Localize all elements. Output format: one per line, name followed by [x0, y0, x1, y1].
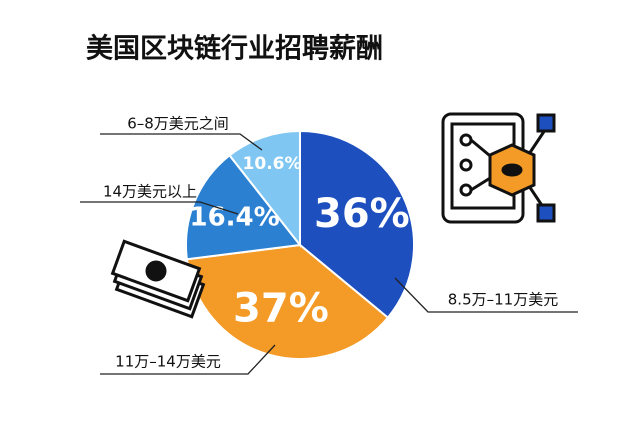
category-label: 6–8万美元之间	[127, 115, 229, 133]
pie: 36% 37% 16.4% 10.6%	[185, 129, 415, 360]
value-label: 36%	[314, 191, 410, 237]
money-icon	[110, 239, 206, 319]
chart-title: 美国区块链行业招聘薪酬	[86, 33, 383, 65]
leader-lines	[80, 133, 578, 375]
leader-line	[80, 201, 239, 215]
pie-slice	[228, 129, 301, 248]
leader-line	[100, 344, 276, 375]
category-label: 11万–14万美元	[115, 353, 221, 371]
leader-line	[394, 277, 578, 313]
value-label: 37%	[233, 286, 329, 332]
value-label: 16.4%	[190, 203, 280, 233]
category-label: 14万美元以上	[103, 183, 197, 201]
blockchain-icon	[441, 112, 556, 224]
value-label: 10.6%	[243, 154, 302, 174]
category-label: 8.5万–11万美元	[448, 291, 558, 309]
leader-line	[100, 133, 263, 151]
pie-slice	[299, 129, 415, 320]
